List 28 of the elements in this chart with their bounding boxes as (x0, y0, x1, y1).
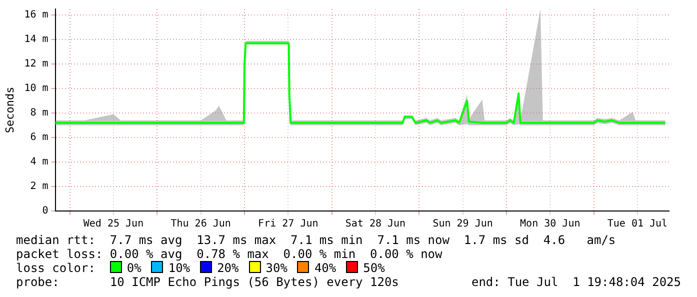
y-tick-label: 0 (42, 206, 48, 217)
y-tick-label: 2 m (30, 181, 48, 192)
legend-label: 0% (126, 261, 142, 275)
y-axis-title: Seconds (3, 86, 16, 134)
legend-label: 50% (362, 261, 385, 275)
x-tick-label: Mon 30 Jun (520, 218, 580, 230)
x-tick-label: Thu 26 Jun (170, 218, 231, 230)
text: median rtt: 7.7 ms avg 13.7 ms max 7.1 ms min 7.1 ms now 1.7 ms sd 4.6 am/s (16, 233, 617, 247)
y-tick-label: 12 m (24, 58, 48, 70)
legend-label: 30% (264, 261, 288, 275)
y-tick-label: 10 m (24, 83, 48, 94)
y-tick-label: 6 m (30, 132, 48, 144)
x-tick-label: Wed 25 Jun (83, 218, 144, 230)
y-tick-label: 4 m (30, 156, 48, 168)
text: end: Tue Jul 1 19:48:04 2025 (471, 275, 681, 289)
legend-label: 10% (167, 261, 190, 275)
y-tick-label: 16 m (24, 10, 48, 21)
legend-label: 40% (313, 261, 336, 275)
y-tick-label: 14 m (24, 34, 48, 46)
text: packet loss: 0.00 % avg 0.78 % max 0.00 % min 0.00 % now (16, 247, 444, 261)
legend-title: loss color: (16, 261, 96, 275)
x-tick-label: Sat 28 Jun (345, 218, 406, 230)
x-tick-label: Sun 29 Jun (432, 218, 493, 230)
x-tick-label: Fri 27 Jun (258, 218, 318, 230)
y-tick-label: 8 m (30, 108, 48, 119)
legend-label: 20% (216, 261, 239, 275)
x-tick-label: Tue 01 Jul (607, 218, 668, 230)
text: probe: 10 ICMP Echo Pings (56 Bytes) every 120s (16, 275, 399, 289)
